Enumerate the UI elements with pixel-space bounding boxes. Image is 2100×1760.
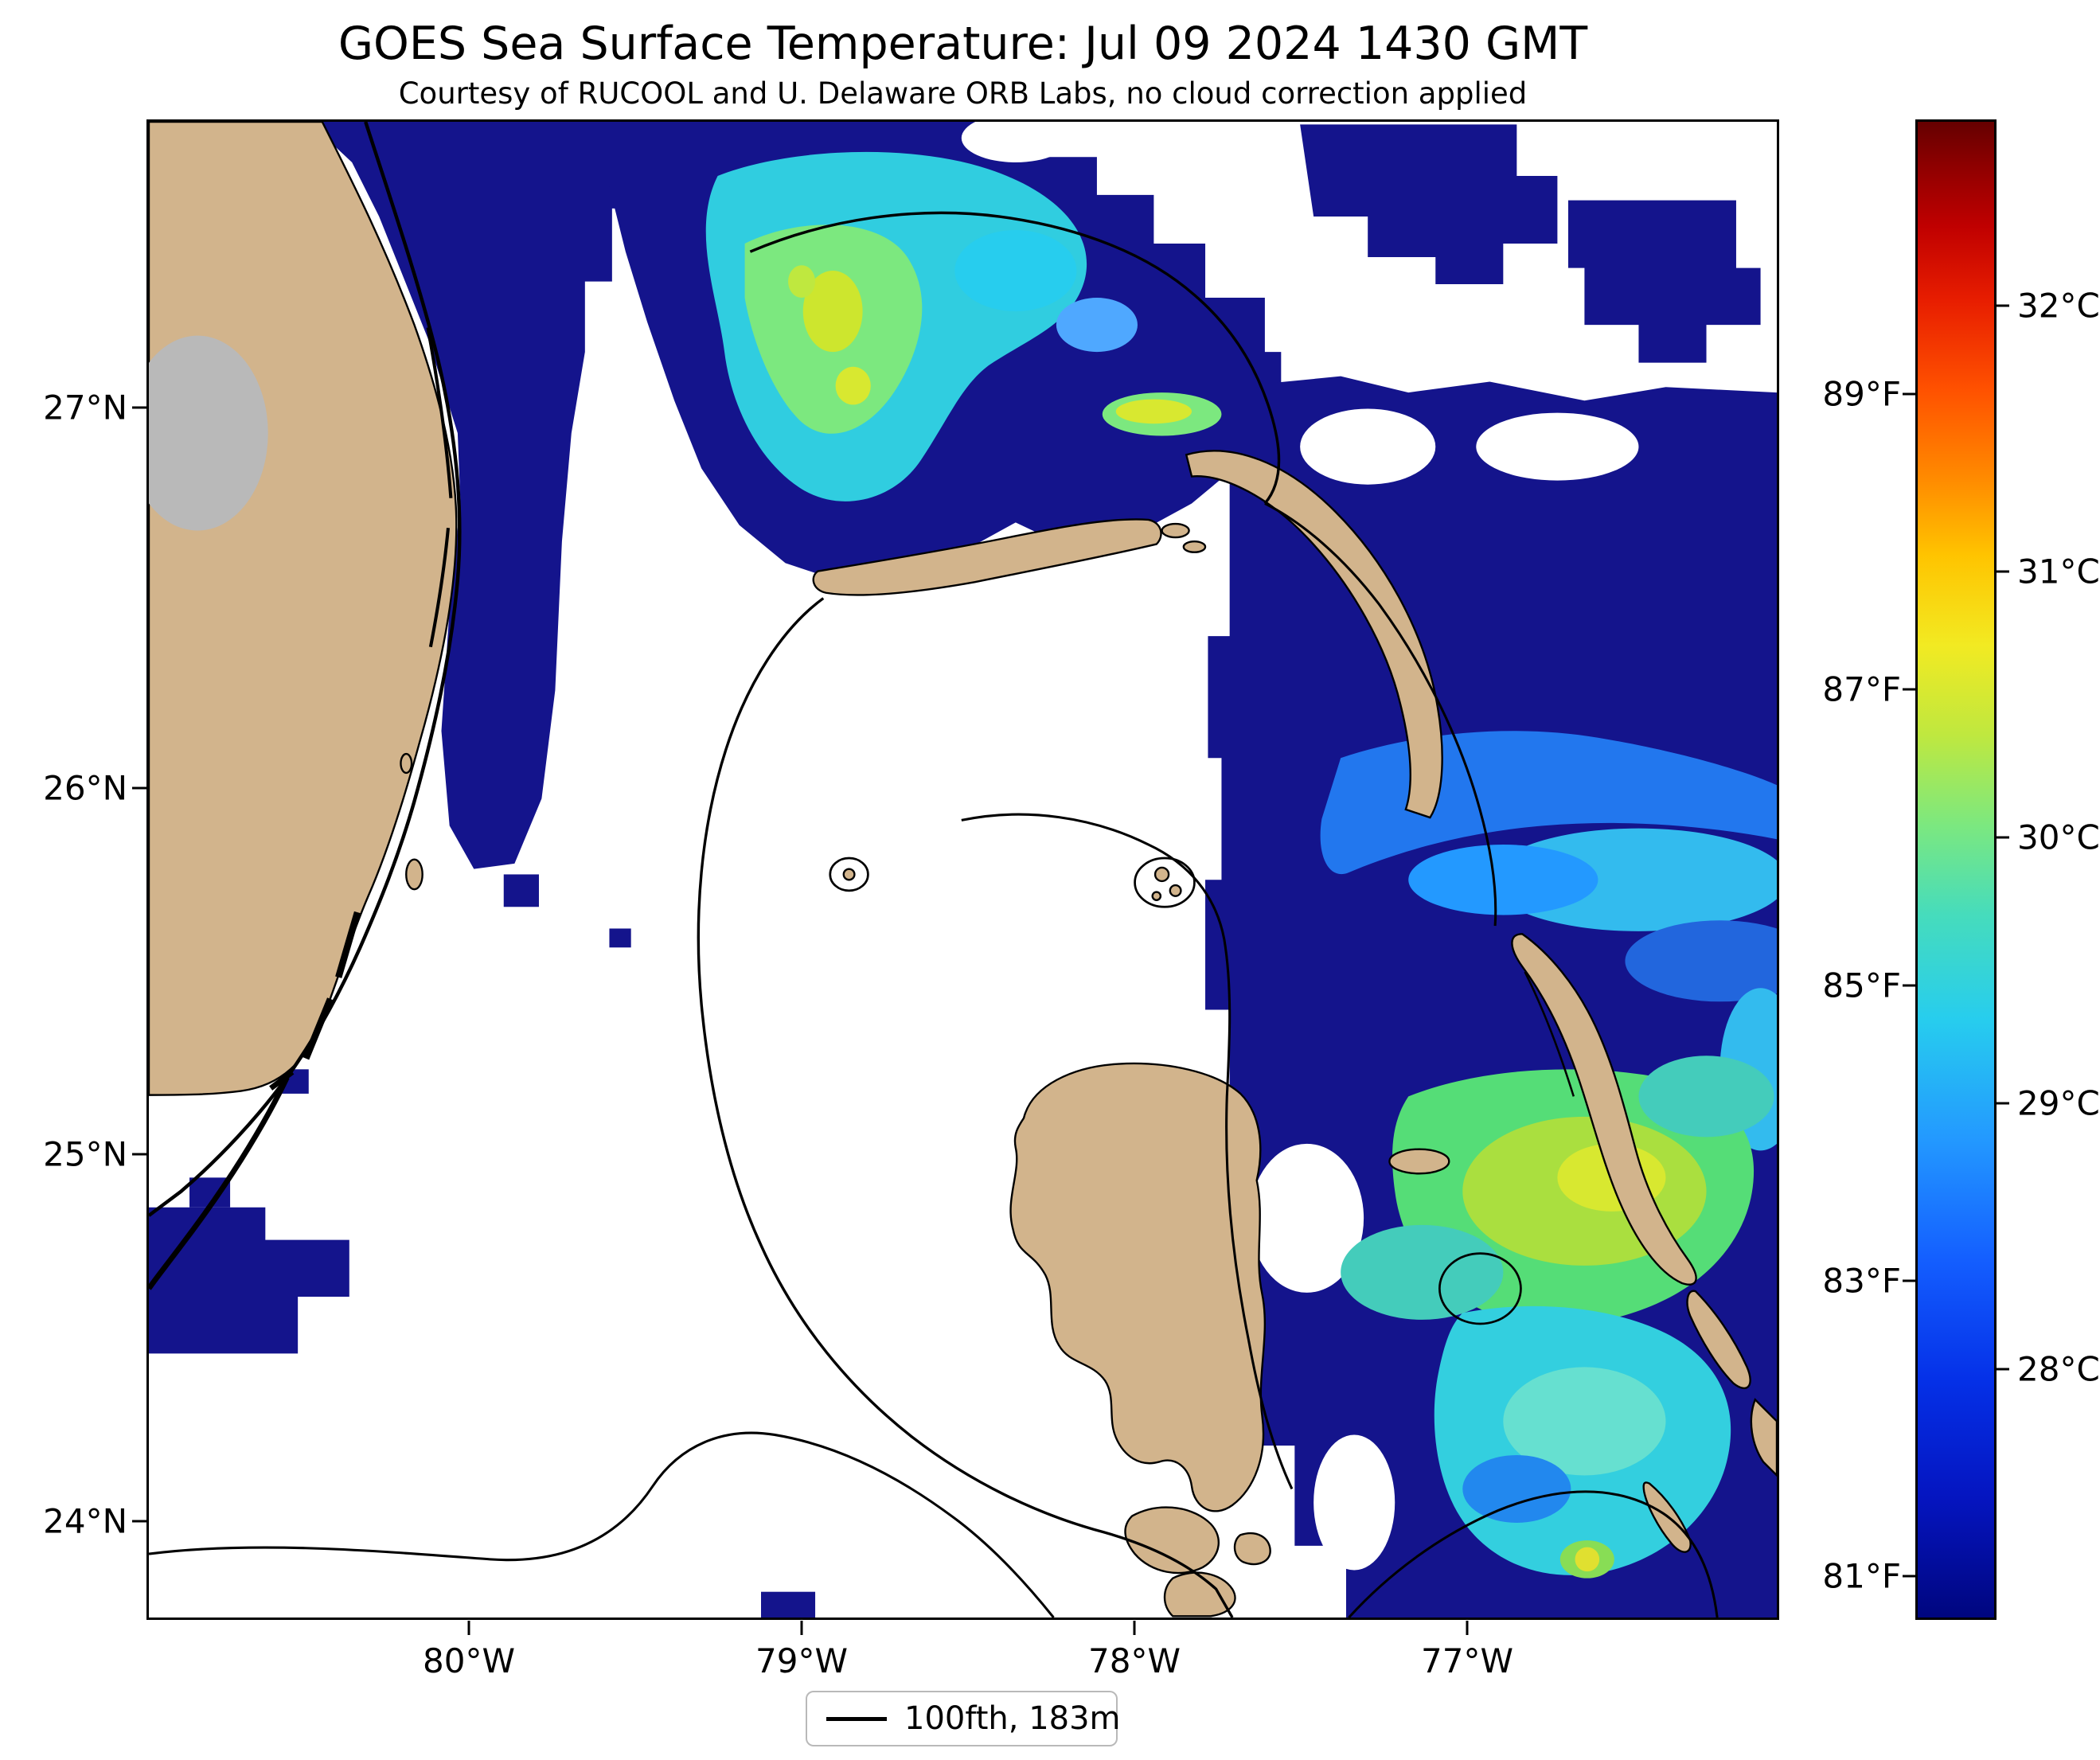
cbar-tick-28c xyxy=(1997,1368,2009,1371)
new-providence-island xyxy=(1388,1148,1450,1175)
cbar-tick-29c xyxy=(1997,1102,2009,1105)
ytick-mark-24n xyxy=(132,1520,146,1523)
cbar-tick-30c xyxy=(1997,836,2009,839)
xtick-mark-80w xyxy=(467,1621,470,1635)
colorbar xyxy=(1915,119,1997,1620)
cloud-overlay xyxy=(149,335,268,531)
cbar-label-28c: 28°C xyxy=(2017,1349,2100,1389)
berry-islands xyxy=(1153,866,1170,883)
cbar-label-31c: 31°C xyxy=(2017,552,2100,591)
cbar-label-85f: 85°F xyxy=(1822,966,1901,1005)
xtick-label-77w: 77°W xyxy=(1421,1641,1513,1680)
bimini-island xyxy=(405,858,424,891)
sst-map xyxy=(149,122,1777,1618)
eleuthera-island xyxy=(1511,933,1697,1286)
ytick-mark-25n xyxy=(132,1153,146,1156)
cbar-label-87f: 87°F xyxy=(1822,669,1901,709)
cbar-label-83f: 83°F xyxy=(1822,1261,1901,1301)
cbar-tick-32c xyxy=(1997,304,2009,307)
xtick-label-80w: 80°W xyxy=(423,1641,515,1680)
cbar-label-89f: 89°F xyxy=(1822,374,1901,414)
cbar-tick-85f xyxy=(1903,984,1915,987)
cbar-tick-89f xyxy=(1903,392,1915,396)
cbar-tick-83f xyxy=(1903,1279,1915,1282)
cat-island xyxy=(1686,1290,1751,1389)
andros-island xyxy=(1009,1062,1267,1512)
ytick-label-26n: 26°N xyxy=(43,768,127,808)
small-cay xyxy=(842,868,856,881)
cbar-label-30c: 30°C xyxy=(2017,818,2100,857)
grand-bahama-island xyxy=(812,518,1162,596)
legend-line-sample xyxy=(826,1716,887,1721)
legend-label: 100fth, 183m xyxy=(904,1700,1121,1737)
ytick-label-24n: 24°N xyxy=(43,1501,127,1541)
xtick-label-79w: 79°W xyxy=(755,1641,848,1680)
abaco-island xyxy=(1185,450,1443,819)
ytick-mark-27n xyxy=(132,406,146,409)
xtick-label-78w: 78°W xyxy=(1088,1641,1181,1680)
plot-subtitle: Courtesy of RUCOOL and U. Delaware ORB L… xyxy=(398,76,1528,111)
cbar-tick-87f xyxy=(1903,688,1915,691)
plot-title: GOES Sea Surface Temperature: Jul 09 202… xyxy=(338,18,1588,70)
cbar-tick-31c xyxy=(1997,570,2009,573)
cbar-tick-81f xyxy=(1903,1575,1915,1578)
ytick-label-27n: 27°N xyxy=(43,388,127,427)
cbar-label-29c: 29°C xyxy=(2017,1083,2100,1123)
ytick-mark-26n xyxy=(132,786,146,790)
cbar-label-81f: 81°F xyxy=(1822,1556,1901,1596)
map-plot-area xyxy=(146,119,1779,1620)
no-data-cutouts xyxy=(961,122,1639,1571)
cbar-label-32c: 32°C xyxy=(2017,286,2100,326)
legend: 100fth, 183m xyxy=(806,1691,1121,1746)
xtick-mark-79w xyxy=(800,1621,803,1635)
contour-lines xyxy=(149,122,1719,1618)
xtick-mark-77w xyxy=(1466,1621,1469,1635)
xtick-mark-78w xyxy=(1133,1621,1136,1635)
ytick-label-25n: 25°N xyxy=(43,1134,127,1174)
